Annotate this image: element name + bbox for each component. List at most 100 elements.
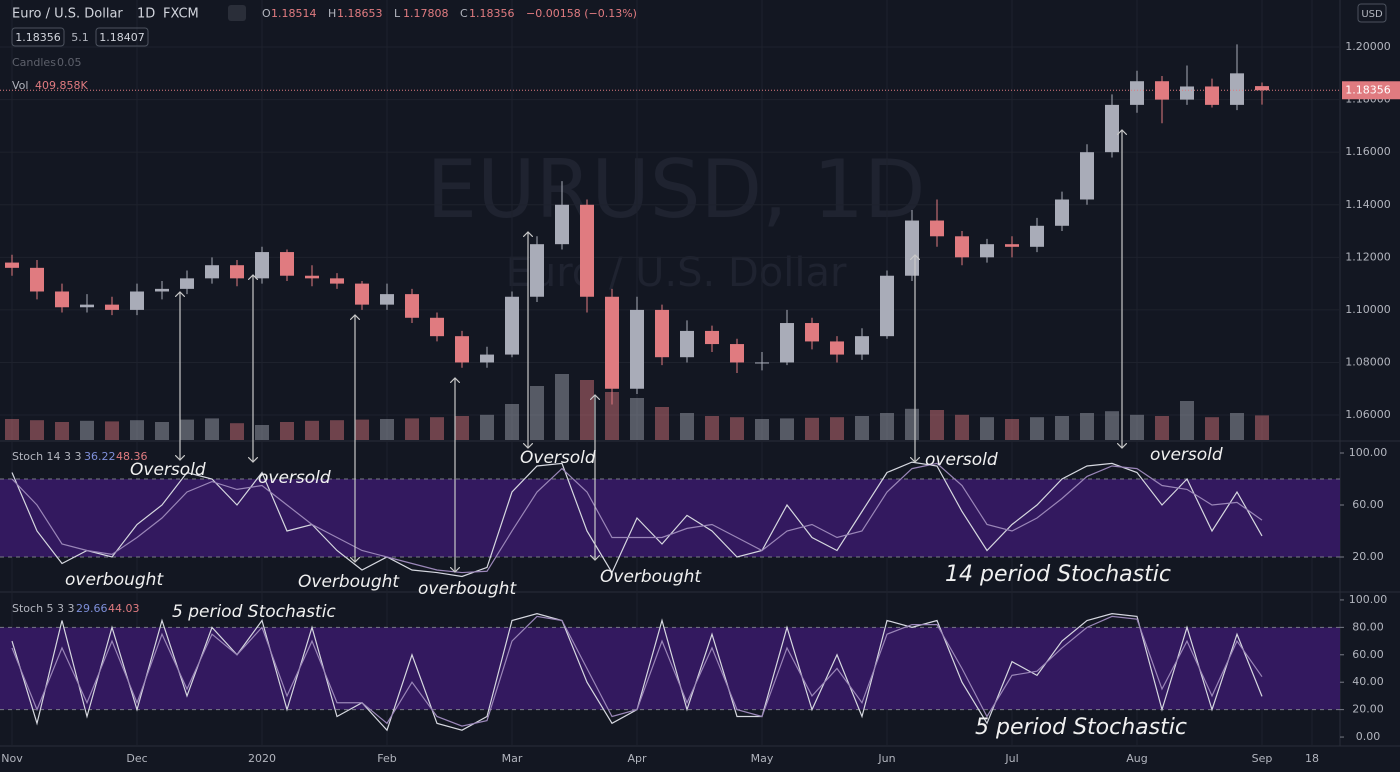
candle-body	[930, 220, 944, 237]
x-tick-label: Dec	[126, 752, 147, 765]
ohlc-value: 1.17808	[403, 7, 449, 20]
volume-bar	[155, 422, 169, 440]
candle-body	[1130, 81, 1144, 105]
volume-bar	[380, 419, 394, 440]
candle-body	[630, 309, 644, 389]
ohlc-letter: O	[262, 7, 271, 20]
y-tick-label: 20.00	[1352, 703, 1384, 716]
candle-body	[505, 296, 519, 355]
volume-bar	[255, 425, 269, 440]
volume-bar	[555, 374, 569, 440]
ohlc-letter: H	[328, 7, 336, 20]
volume-bar	[730, 417, 744, 440]
y-tick-label: 100.00	[1349, 593, 1388, 606]
y-tick-label: 1.10000	[1345, 303, 1391, 316]
volume-bar	[530, 386, 544, 440]
change: −0.00158 (−0.13%)	[526, 7, 637, 20]
candle-body	[905, 220, 919, 276]
ohlc-letter: L	[394, 7, 401, 20]
y-tick-label: 60.00	[1352, 648, 1384, 661]
volume-bar	[405, 418, 419, 440]
candle-body	[780, 323, 794, 363]
volume-bar	[880, 413, 894, 440]
bid: 1.18356	[15, 31, 61, 44]
y-tick-label: 1.08000	[1345, 355, 1391, 368]
volume-bar	[630, 398, 644, 440]
stoch-line	[11, 462, 1263, 574]
candle-body	[830, 341, 844, 355]
legend-value: 29.66	[76, 602, 108, 615]
x-tick-label: 18	[1305, 752, 1319, 765]
volume-bar	[80, 420, 94, 440]
volume-bar	[1030, 417, 1044, 440]
pane-title: Stoch 14 3 3	[12, 450, 82, 463]
x-tick-label: Mar	[502, 752, 523, 765]
candle-body	[455, 336, 469, 363]
ohlc-value: 1.18514	[271, 7, 317, 20]
annotation: overbought	[65, 570, 164, 590]
candles-value: 0.05	[57, 56, 82, 69]
x-tick-label: 2020	[248, 752, 276, 765]
x-tick-label: Feb	[377, 752, 396, 765]
y-tick-label: 100.00	[1349, 446, 1388, 459]
arrows	[180, 130, 1122, 572]
stoch-band	[0, 479, 1340, 557]
visibility-toggle[interactable]	[228, 5, 246, 21]
volume-bar	[680, 413, 694, 440]
legend-value: 48.36	[116, 450, 148, 463]
volume-bar	[180, 419, 194, 440]
volume-bar	[230, 423, 244, 440]
spread: 5.1	[71, 31, 89, 44]
candle-body	[1005, 244, 1019, 247]
volume-bar	[830, 417, 844, 440]
candle-body	[105, 304, 119, 310]
candle-body	[155, 288, 169, 292]
annotation: oversold	[1150, 445, 1223, 465]
volume-bar	[1230, 413, 1244, 440]
ohlc-value: 1.18356	[469, 7, 515, 20]
candle-body	[955, 236, 969, 258]
candle-body	[255, 252, 269, 279]
volume-bar	[205, 418, 219, 440]
volume-bar	[1205, 417, 1219, 440]
candle-body	[1105, 104, 1119, 153]
candle-body	[805, 323, 819, 342]
annotation: 5 period Stochastic	[975, 715, 1187, 740]
stoch-line	[11, 615, 1263, 727]
candle-body	[480, 354, 494, 363]
y-tick-label: 1.12000	[1345, 250, 1391, 263]
exchange: FXCM	[163, 7, 199, 22]
candle-body	[30, 267, 44, 292]
candle-body	[355, 283, 369, 305]
candle-body	[1230, 73, 1244, 105]
currency[interactable]: USD	[1361, 9, 1383, 20]
volume-bar	[105, 421, 119, 440]
candle-body	[280, 252, 294, 276]
candle-body	[580, 204, 594, 297]
y-tick-label: 1.20000	[1345, 40, 1391, 53]
candle-body	[880, 275, 894, 337]
bid-box	[11, 27, 65, 47]
volume-bar	[805, 417, 819, 440]
volume-bar	[1155, 416, 1169, 440]
y-tick-label: 60.00	[1352, 498, 1384, 511]
candle-body	[1030, 225, 1044, 247]
candle-body	[5, 262, 19, 268]
annotation: Oversold	[520, 448, 596, 468]
last-price-tag	[1342, 81, 1400, 100]
candle-body	[55, 291, 69, 308]
candle-body	[205, 265, 219, 279]
volume-bar	[705, 416, 719, 440]
volume-bar	[5, 419, 19, 440]
candle-body	[705, 330, 719, 345]
symbol: Euro / U.S. Dollar	[12, 7, 123, 22]
volume-bar	[130, 420, 144, 440]
volume-bar	[1080, 413, 1094, 440]
annotation: Overbought	[298, 572, 400, 592]
header: Euro / U.S. Dollar 1D FXCM 1.18356 5.1 1…	[11, 3, 1387, 92]
currency-box[interactable]	[1357, 3, 1387, 23]
legend-value: 36.22	[84, 450, 116, 463]
candles-label: Candles	[12, 56, 56, 69]
volume-bar	[580, 380, 594, 440]
legend-value: 44.03	[108, 602, 140, 615]
